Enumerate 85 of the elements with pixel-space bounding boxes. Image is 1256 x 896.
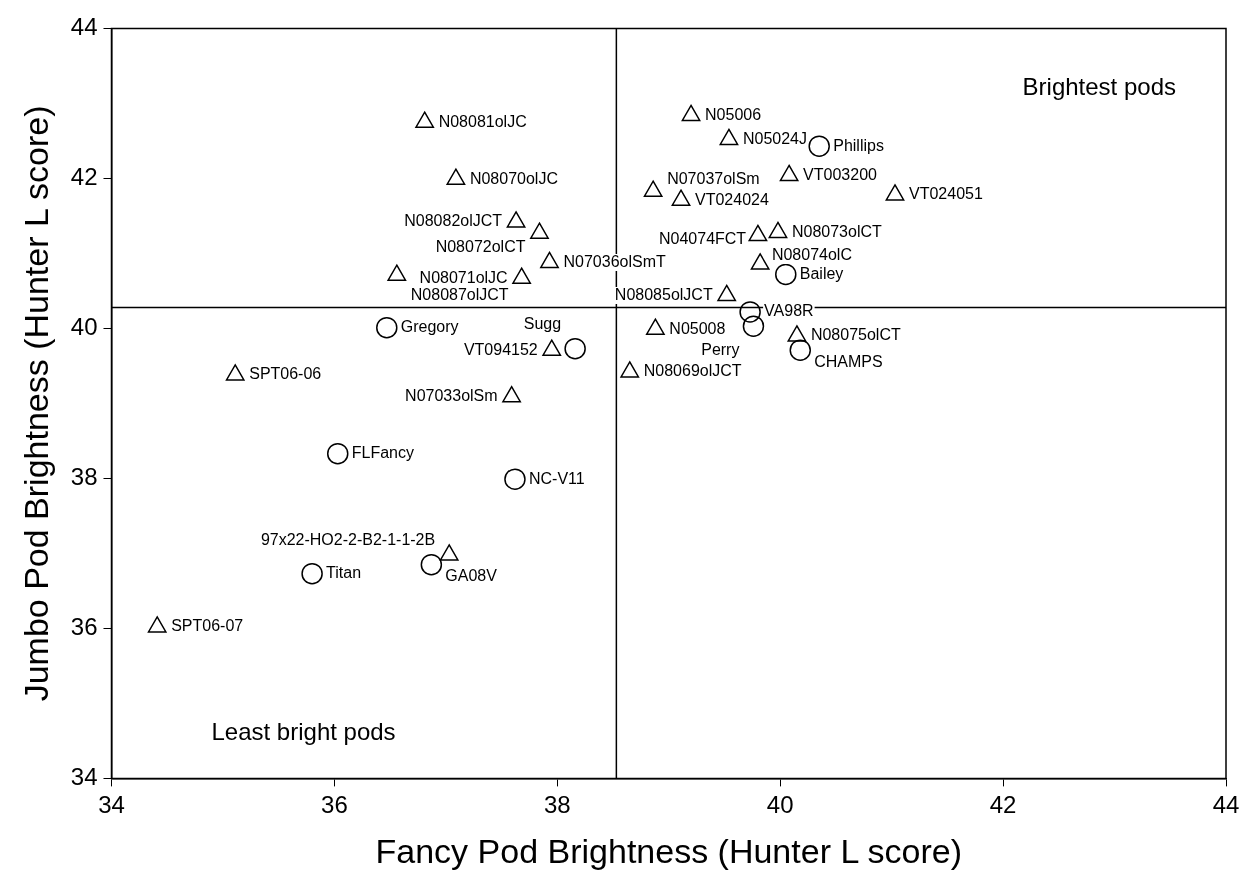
data-label: NC-V11 <box>528 469 585 487</box>
point <box>506 211 526 228</box>
x-axis-title: Fancy Pod Brightness (Hunter L score) <box>375 831 962 870</box>
data-label: Sugg <box>523 315 562 333</box>
point <box>742 315 765 337</box>
point <box>387 264 407 281</box>
data-label: N08074olC <box>771 245 852 263</box>
point <box>779 164 799 182</box>
data-label: FLFancy <box>351 444 414 462</box>
data-label: GA08V <box>445 567 498 585</box>
data-label: VT024024 <box>695 190 769 208</box>
y-tick-label: 40 <box>70 313 98 341</box>
point <box>787 325 807 342</box>
y-axis-title: Jumbo Pod Brightness (Hunter L score) <box>16 105 55 702</box>
point <box>415 111 435 128</box>
point <box>512 267 532 284</box>
point <box>326 442 349 465</box>
data-label: 97x22-HO2-2-B2-1-1-2B <box>260 531 436 549</box>
point <box>225 364 245 381</box>
x-tick-label: 36 <box>321 791 348 819</box>
point <box>717 284 737 302</box>
data-label: SPT06-06 <box>249 365 322 383</box>
data-label: Phillips <box>833 136 884 154</box>
data-label: N08072olCT <box>435 237 526 255</box>
point <box>420 553 443 576</box>
data-label: VT094152 <box>463 340 538 358</box>
y-tick-label: 42 <box>70 163 98 191</box>
data-label: Titan <box>326 564 362 582</box>
data-label: N07036olSmT <box>563 252 666 270</box>
y-tick-label: 34 <box>70 763 98 791</box>
point <box>530 222 549 239</box>
data-label: Gregory <box>400 318 459 336</box>
data-label: N07037olSm <box>667 169 760 187</box>
point <box>301 562 323 585</box>
data-label: N08073olCT <box>791 222 883 240</box>
data-label: N08082olJCT <box>404 212 503 230</box>
point <box>620 361 640 378</box>
point <box>540 251 559 269</box>
data-label: N08081olJC <box>438 112 527 130</box>
x-tick-label: 42 <box>989 791 1017 819</box>
point <box>147 616 167 633</box>
data-label: N05008 <box>669 319 726 337</box>
data-label: VT003200 <box>803 165 878 183</box>
data-label: N08075olCT <box>810 326 901 344</box>
data-label: VA98R <box>764 302 814 320</box>
point <box>376 316 398 339</box>
data-label: CHAMPS <box>814 352 883 370</box>
point <box>542 339 562 356</box>
point <box>439 544 459 561</box>
point <box>564 337 586 360</box>
point <box>719 128 739 146</box>
data-label: Perry <box>701 340 740 358</box>
y-tick-label: 38 <box>70 463 98 491</box>
data-label: N08085olJCT <box>614 285 713 303</box>
y-tick-label: 36 <box>70 613 98 641</box>
point <box>502 385 522 403</box>
point <box>645 318 665 335</box>
data-label: SPT06-07 <box>171 617 244 635</box>
x-tick-label: 40 <box>766 791 794 819</box>
data-label: N04074FCT <box>658 230 747 248</box>
point <box>446 168 466 185</box>
y-tick-label: 44 <box>70 13 98 41</box>
data-label: N08070olJC <box>469 169 558 187</box>
point <box>885 184 905 201</box>
point <box>681 104 701 122</box>
data-label: N05024J <box>742 129 807 147</box>
point <box>504 468 526 490</box>
annotation: Brightest pods <box>1022 73 1176 101</box>
data-label: N08071olJC <box>419 268 508 286</box>
data-label: N05006 <box>705 105 762 123</box>
x-tick-label: 38 <box>543 791 571 819</box>
data-label: N07033olSm <box>405 387 498 405</box>
point <box>643 180 663 197</box>
point <box>748 224 768 242</box>
x-tick-label: 44 <box>1212 791 1240 819</box>
point <box>789 339 812 361</box>
data-label: Bailey <box>799 264 844 282</box>
annotation: Least bright pods <box>211 718 396 746</box>
data-label: VT024051 <box>908 185 983 203</box>
point <box>768 221 788 239</box>
data-label: N08069olJCT <box>643 362 742 380</box>
data-label: N08087olJCT <box>410 285 509 303</box>
point <box>750 253 770 270</box>
x-tick-label: 34 <box>98 791 125 819</box>
point <box>671 189 691 206</box>
